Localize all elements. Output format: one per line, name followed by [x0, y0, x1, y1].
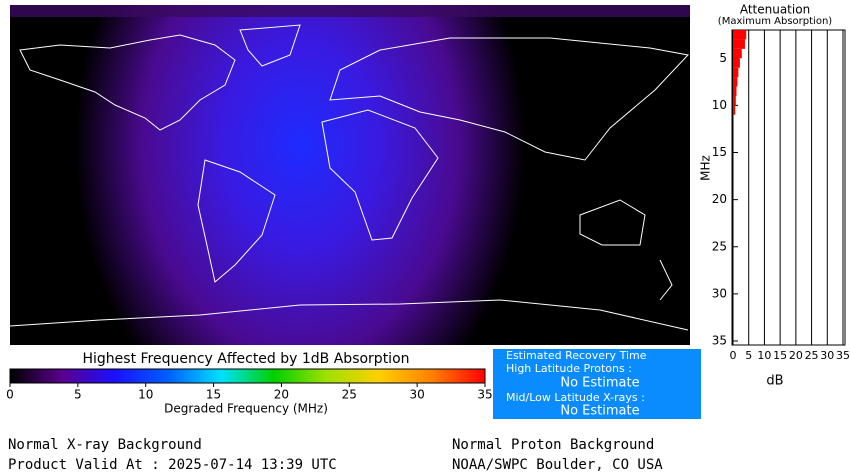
recovery-label: Mid/Low Latitude X-rays : [506, 391, 645, 404]
colorbar-tick-label: 5 [74, 388, 82, 402]
bar [733, 67, 739, 78]
bar [733, 105, 736, 115]
plot-area [731, 29, 846, 346]
x-tick-label: 15 [773, 349, 787, 362]
bar [733, 39, 745, 49]
x-tick-label: 25 [805, 349, 819, 362]
y-tick-label: 25 [712, 239, 727, 253]
footer-text: Normal Proton Background [452, 437, 654, 453]
colorbar-tick-label: 15 [206, 388, 221, 402]
colorbar-tick-label: 35 [477, 388, 492, 402]
x-tick-label: 0 [730, 349, 737, 362]
bar [733, 86, 737, 96]
footer-text: NOAA/SWPC Boulder, CO USA [452, 457, 663, 473]
colorbar-tick-label: 30 [410, 388, 425, 402]
x-tick-label: 35 [836, 349, 850, 362]
coastlines [9, 24, 689, 331]
recovery-background [493, 349, 701, 419]
footer-text: Normal X-ray Background [8, 437, 202, 453]
footer: Normal X-ray Background Product Valid At… [8, 437, 663, 473]
bar [733, 95, 736, 106]
colorbar-label: Degraded Frequency (MHz) [164, 402, 328, 416]
y-tick-label: 20 [712, 192, 727, 206]
chart-title: Attenuation [740, 3, 810, 17]
bar [733, 58, 740, 68]
recovery-box: Estimated Recovery Time High Latitude Pr… [493, 349, 701, 419]
colorbar-tick-label: 10 [138, 388, 153, 402]
colorbar-tick-label: 25 [342, 388, 357, 402]
bar [733, 48, 742, 59]
polar-band [10, 5, 690, 17]
colorbar-tick-label: 0 [6, 388, 14, 402]
x-tick-label: 5 [745, 349, 752, 362]
bar [733, 30, 747, 40]
y-tick-label: 35 [712, 334, 727, 348]
absorption-field [10, 5, 690, 345]
x-tick-label: 10 [757, 349, 771, 362]
colorbar-tick-label: 20 [274, 388, 289, 402]
y-tick-label: 10 [712, 98, 727, 112]
x-axis-label: dB [766, 374, 783, 389]
y-tick-label: 15 [712, 145, 727, 159]
y-tick-label: 30 [712, 286, 727, 300]
bar [733, 77, 738, 87]
map [9, 5, 690, 345]
colorbar-gradient [9, 368, 486, 384]
x-tick-label: 30 [820, 349, 834, 362]
attenuation-chart: Attenuation (Maximum Absorption) MHz dB [699, 3, 846, 389]
recovery-title: Estimated Recovery Time [506, 349, 647, 362]
footer-text: Product Valid At : 2025-07-14 13:39 UTC [8, 457, 337, 473]
recovery-value: No Estimate [560, 376, 639, 391]
y-axis-label: MHz [699, 155, 713, 181]
chart-subtitle: (Maximum Absorption) [718, 16, 832, 27]
x-tick-label: 20 [789, 349, 803, 362]
recovery-label: High Latitude Protons : [506, 362, 632, 375]
colorbar-title: Highest Frequency Affected by 1dB Absorp… [82, 351, 409, 367]
colorbar: Highest Frequency Affected by 1dB Absorp… [9, 351, 486, 416]
y-tick-label: 5 [719, 51, 727, 65]
recovery-value: No Estimate [560, 404, 639, 419]
